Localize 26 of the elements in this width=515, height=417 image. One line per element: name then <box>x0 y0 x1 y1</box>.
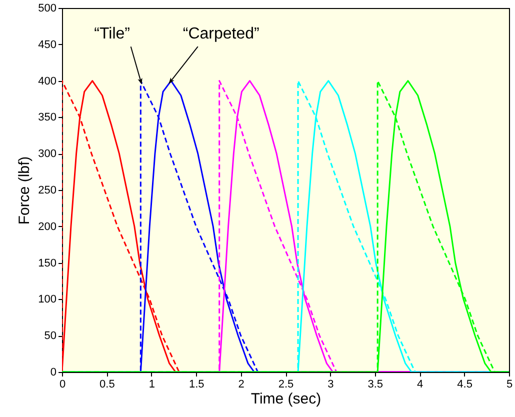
y-tick-label: 350 <box>38 112 56 124</box>
y-tick-label: 500 <box>38 2 56 14</box>
y-tick-label: 100 <box>38 294 56 306</box>
y-axis-title: Force (lbf) <box>16 156 34 225</box>
x-tick-label: 4 <box>417 378 424 390</box>
x-tick-label: 1 <box>148 378 155 390</box>
x-tick-label: 4.5 <box>457 378 472 390</box>
annotation: “Carpeted” <box>182 25 260 42</box>
y-tick-label: 400 <box>38 75 56 88</box>
x-tick-label: 2.5 <box>278 378 294 390</box>
x-tick-label: 0 <box>59 378 66 390</box>
x-tick-label: 5 <box>506 378 513 390</box>
x-axis-title: Time (sec) <box>250 390 322 408</box>
x-tick-label: 3.5 <box>368 378 384 390</box>
y-tick-label: 300 <box>38 148 56 160</box>
x-tick-label: 1.5 <box>188 378 204 390</box>
y-tick-label: 50 <box>44 330 56 342</box>
y-tick-label: 250 <box>38 184 56 196</box>
x-tick-label: 2 <box>238 378 244 390</box>
y-tick-label: 450 <box>38 38 56 51</box>
annotation: “Tile” <box>94 25 130 42</box>
x-tick-label: 0.5 <box>100 378 115 390</box>
y-tick-label: 0 <box>50 366 56 378</box>
x-tick-label: 3 <box>328 378 334 390</box>
y-tick-label: 150 <box>38 257 56 270</box>
y-tick-label: 200 <box>38 220 56 233</box>
